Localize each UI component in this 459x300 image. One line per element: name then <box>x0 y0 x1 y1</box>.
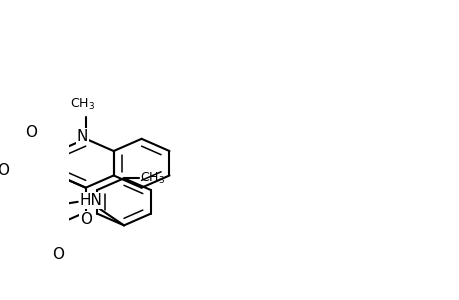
Text: O: O <box>52 247 64 262</box>
Text: O: O <box>0 163 9 178</box>
Text: HN: HN <box>79 193 102 208</box>
Text: CH$_3$: CH$_3$ <box>70 96 95 112</box>
Text: O: O <box>25 125 37 140</box>
Text: CH$_3$: CH$_3$ <box>140 171 165 186</box>
Text: O: O <box>79 212 91 227</box>
Text: N: N <box>77 129 88 144</box>
